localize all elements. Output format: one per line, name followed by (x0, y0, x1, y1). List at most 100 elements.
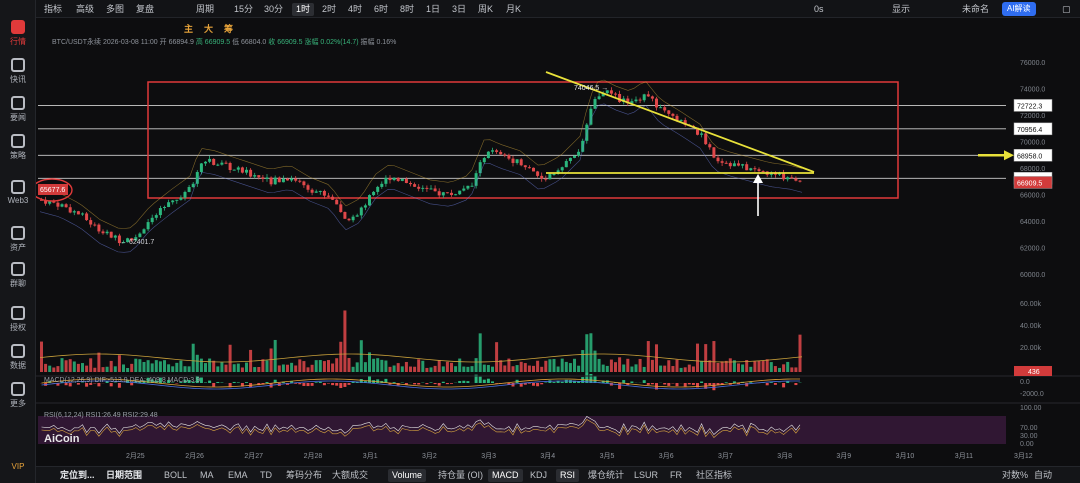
window-icon[interactable]: ▢ (1062, 4, 1071, 14)
indicator-fr[interactable]: FR (670, 470, 682, 480)
volume-bar (175, 362, 179, 372)
interval-month[interactable]: 月K (506, 4, 522, 14)
candle (425, 187, 429, 189)
indicator-kdj[interactable]: KDJ (530, 470, 548, 480)
sidebar-item-headlines[interactable]: 要闻 (0, 90, 36, 130)
candle (347, 218, 351, 221)
indicator-oi[interactable]: 持仓量 (OI) (438, 470, 483, 480)
macd-bar (540, 383, 544, 385)
interval-6h[interactable]: 6时 (374, 4, 389, 14)
macd-bar (167, 380, 171, 383)
macd-bar (384, 378, 388, 383)
interval-15m[interactable]: 15分 (234, 4, 254, 14)
volume-bar (93, 367, 97, 372)
macd-bar (663, 383, 667, 385)
ai-analysis-button[interactable]: AI解读 (1002, 2, 1036, 16)
vip-badge[interactable]: VIP (11, 462, 25, 471)
volume-bar (322, 361, 326, 372)
candlestick-chart[interactable]: 76000.0 74000.0 72000.0 70000.0 68000.0 66000… (36, 20, 1080, 464)
macd-bar (589, 373, 593, 383)
auto-toggle[interactable]: 自动 (1034, 470, 1053, 480)
volume-bar (667, 360, 671, 372)
sidebar-item-strategy[interactable]: 策略 (0, 128, 36, 168)
volume-bar (638, 358, 642, 372)
log-toggle[interactable]: 对数 (1002, 470, 1021, 480)
sidebar-item-license[interactable]: 授权 (0, 300, 36, 340)
indicator-rsi[interactable]: RSI (556, 469, 580, 482)
rsi-axis-label: 0.00 (1020, 441, 1034, 448)
volume-bar (679, 367, 683, 372)
macd-bar (532, 383, 535, 386)
indicator-macd[interactable]: MACD (488, 469, 523, 482)
replay-button[interactable]: 复盘 (136, 4, 155, 14)
open-value: 开 66894.9 (159, 39, 194, 46)
period-button[interactable]: 周期 (196, 4, 215, 14)
sidebar-item-assets[interactable]: 资产 (0, 220, 36, 260)
display-button[interactable]: 显示 (892, 4, 911, 14)
sidebar-item-market[interactable]: 行情 (0, 14, 36, 54)
macd-bar (290, 381, 294, 383)
indicator-community[interactable]: 社区指标 (696, 470, 733, 480)
macd-bar (343, 383, 347, 387)
macd-bar (134, 380, 138, 383)
macd-bar (376, 379, 380, 383)
web3-icon (11, 180, 25, 194)
volume-bar (232, 364, 236, 372)
interval-2h[interactable]: 2时 (322, 4, 337, 14)
style-chip-button[interactable]: 筹 (224, 24, 234, 34)
advanced-button[interactable]: 高级 (76, 4, 95, 14)
style-main-button[interactable]: 主 (184, 24, 194, 34)
volume-bar (220, 362, 224, 372)
style-large-button[interactable]: 大 (204, 24, 214, 34)
candle (281, 178, 285, 183)
percent-toggle[interactable]: % (1020, 470, 1029, 480)
macd-bar (696, 383, 699, 388)
indicator-lsur[interactable]: LSUR (634, 470, 659, 480)
macd-bar (630, 381, 634, 383)
indicator-liquidation[interactable]: 爆仓统计 (588, 470, 625, 480)
date-tick-label: 2月27 (244, 452, 263, 460)
sidebar-item-news[interactable]: 快讯 (0, 52, 36, 92)
macd-bar (552, 382, 556, 383)
interval-3d[interactable]: 3日 (452, 4, 467, 14)
candle (544, 178, 548, 180)
volume-bar (40, 341, 43, 372)
interval-1h[interactable]: 1时 (292, 3, 315, 16)
sidebar-item-web3[interactable]: Web3 (0, 174, 36, 214)
interval-30m[interactable]: 30分 (264, 4, 284, 14)
sidebar-item-more[interactable]: 更多 (0, 376, 36, 416)
candle (363, 205, 367, 208)
indicator-ma[interactable]: MA (200, 470, 214, 480)
indicator-boll[interactable]: BOLL (164, 470, 188, 480)
data-icon (11, 344, 25, 358)
indicator-large-trade[interactable]: 大额成交 (332, 470, 369, 480)
volume-bar (708, 360, 712, 372)
volume-bar (314, 360, 318, 372)
indicator-button[interactable]: 指标 (44, 4, 63, 14)
macd-bar (302, 383, 306, 386)
candle (191, 183, 195, 188)
interval-8h[interactable]: 8时 (400, 4, 415, 14)
interval-1d[interactable]: 1日 (426, 4, 441, 14)
indicator-td[interactable]: TD (260, 470, 272, 480)
candle (540, 175, 544, 179)
candle (667, 110, 671, 114)
sidebar-item-chat[interactable]: 群聊 (0, 256, 36, 296)
indicator-chip[interactable]: 筹码分布 (286, 470, 323, 480)
indicator-ema[interactable]: EMA (228, 470, 248, 480)
indicator-volume[interactable]: Volume (388, 469, 427, 482)
price-level-box (1013, 122, 1053, 136)
date-range-button[interactable]: 日期范围 (106, 470, 143, 480)
volume-bar (363, 362, 367, 372)
sidebar-item-data[interactable]: 数据 (0, 338, 36, 378)
volume-bar (523, 363, 527, 372)
custom-button[interactable]: 定位到... (60, 470, 95, 480)
volume-bar (257, 367, 261, 372)
volume-bar (757, 360, 761, 372)
candle (786, 177, 790, 180)
multi-chart-button[interactable]: 多图 (106, 4, 125, 14)
candle (515, 159, 519, 163)
interval-week[interactable]: 周K (478, 4, 494, 14)
interval-4h[interactable]: 4时 (348, 4, 363, 14)
session-dropdown[interactable]: 未命名 (962, 4, 990, 14)
